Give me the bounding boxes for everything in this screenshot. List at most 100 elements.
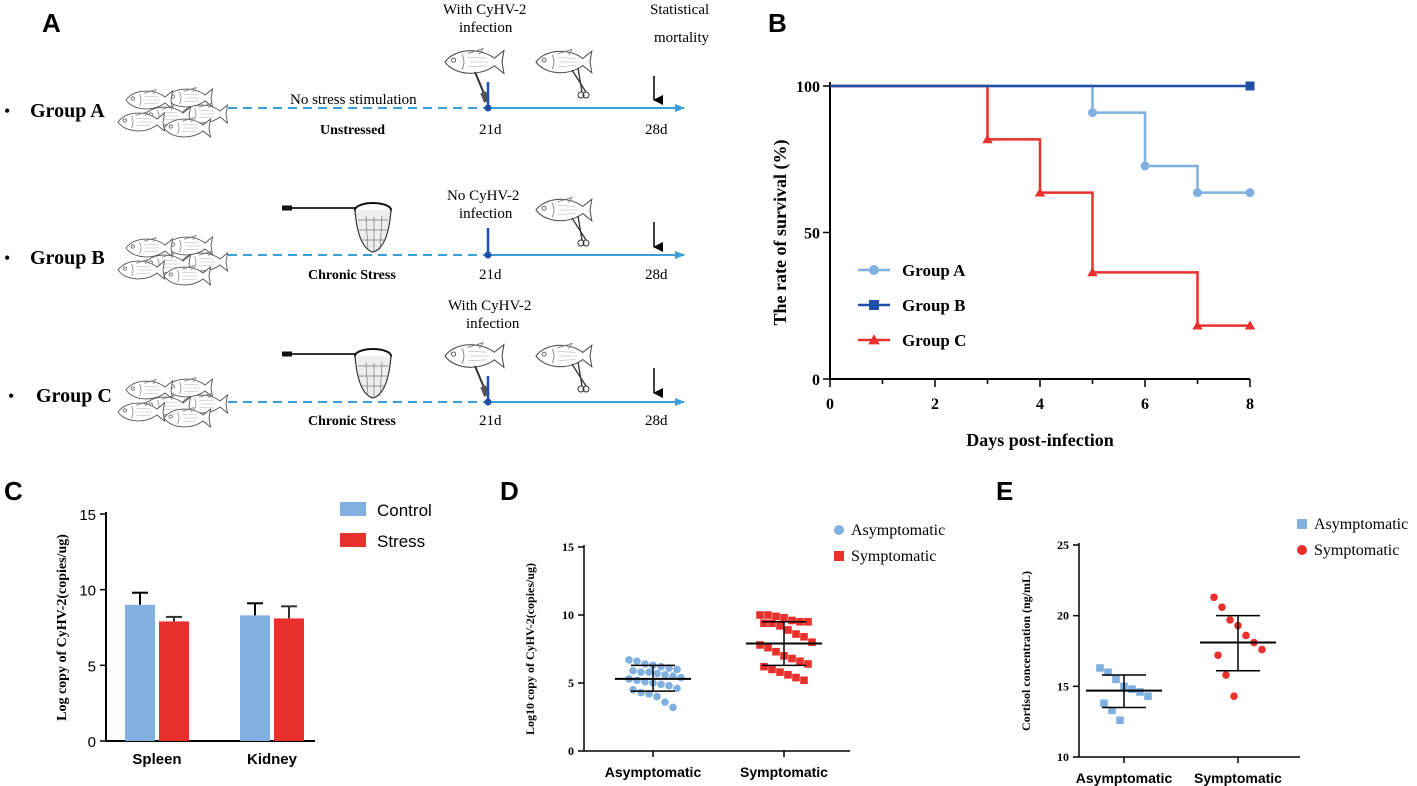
data-point: [661, 698, 669, 706]
data-point: [629, 666, 637, 675]
legend-label: Group C: [902, 331, 966, 350]
dissection-fish-icon: [536, 49, 592, 98]
data-point: [633, 676, 641, 685]
data-point: [1226, 616, 1234, 624]
legend-swatch: [340, 502, 366, 516]
y-axis-label: The rate of survival (%): [770, 140, 791, 326]
data-point: [673, 684, 681, 693]
y-axis-label: Cortisol concentration (ng/mL): [1019, 571, 1033, 731]
data-point: [788, 616, 796, 625]
x-category-label: Spleen: [132, 751, 181, 768]
data-point: [637, 668, 645, 676]
y-axis-label: Log copy of CyHV-2(copies/ug): [55, 534, 70, 721]
data-point: [665, 664, 673, 672]
data-point: [1244, 320, 1256, 330]
legend-swatch: [340, 533, 366, 547]
group-a-day-end: 28d: [645, 122, 668, 138]
legend-label: Symptomatic: [1314, 542, 1399, 559]
legend-label: Group A: [902, 261, 966, 280]
legend-label: Asymptomatic: [1314, 516, 1408, 533]
y-tick-label: 0: [88, 734, 96, 751]
data-point: [1218, 603, 1226, 611]
data-point: [1144, 692, 1152, 701]
data-point: [772, 612, 780, 621]
legend-label: Asymptomatic: [851, 522, 945, 539]
y-tick-label: 20: [1057, 609, 1069, 623]
group-c-infection-text-line2: infection: [466, 316, 520, 332]
data-point: [1222, 671, 1230, 679]
panel-a-letter: A: [42, 8, 61, 38]
data-point: [653, 692, 661, 701]
data-point: [1116, 716, 1124, 725]
data-point: [677, 673, 685, 682]
data-point: [792, 673, 800, 682]
data-point: [1112, 675, 1120, 684]
data-point: [661, 671, 669, 679]
data-point: [764, 611, 772, 619]
data-point: [1136, 688, 1144, 696]
x-tick-label: 0: [826, 396, 834, 413]
data-point: [768, 619, 776, 627]
data-point: [800, 676, 808, 685]
data-point: [625, 656, 633, 664]
data-point: [792, 630, 800, 638]
data-point: [645, 668, 653, 676]
fish-school-icon: [118, 88, 228, 138]
x-tick-label: 4: [1036, 396, 1044, 413]
data-point: [669, 703, 677, 712]
panel-e-letter: E: [996, 476, 1013, 506]
panel-d-scatter-chart: D 0 5 10 15 Log10 copy of CyHV-2(copies/ug) A…: [500, 476, 945, 780]
data-point: [982, 134, 993, 144]
data-point: [780, 613, 788, 622]
series-line-group-c: [830, 84, 1250, 327]
group-c-phase-label: Chronic Stress: [308, 414, 396, 429]
legend-label: Control: [377, 501, 432, 520]
group-c-row: • Group C Chronic Stress With CyHV-2 inf…: [8, 298, 685, 429]
y-tick-label: 10: [79, 583, 96, 600]
data-point: [784, 671, 792, 679]
y-tick-label: 15: [562, 540, 574, 554]
data-point: [796, 657, 804, 666]
panel-b-survival-chart: B 0 2 4 6 8 0 50 100 Days post-infection The rate…: [768, 8, 1256, 450]
y-tick-label: 100: [796, 79, 820, 96]
group-a-end-text-line1: Statistical: [650, 2, 709, 18]
panel-c-bar-chart: C 0 5 10 15 Log copy of CyHV-2(copies/ug) Spl…: [4, 476, 432, 768]
panel-e-scatter-chart: E 10 15 20 25 Cortisol concentration (ng/mL)…: [996, 476, 1408, 786]
dissection-fish-icon: [536, 197, 592, 246]
group-c-infection-text-line1: With CyHV-2: [448, 298, 531, 314]
y-tick-label: 25: [1057, 538, 1069, 552]
data-point: [1245, 188, 1255, 198]
panel-c-letter: C: [4, 476, 23, 506]
group-c-day21-dot: [484, 398, 492, 406]
data-point: [1100, 699, 1108, 708]
dissection-fish-icon: [536, 343, 592, 392]
group-a-phase-label: Unstressed: [320, 123, 385, 138]
group-b-day-end: 28d: [645, 267, 668, 283]
x-category-label: Asymptomatic: [1076, 770, 1173, 786]
data-point: [808, 638, 816, 646]
data-point: [1192, 320, 1203, 330]
data-point: [776, 668, 784, 676]
fish-school-icon: [118, 236, 228, 286]
x-category-label: Asymptomatic: [605, 764, 702, 780]
data-point: [633, 657, 641, 666]
bar-stress-spleen: [159, 621, 189, 741]
data-point: [784, 626, 792, 634]
data-point: [804, 660, 812, 668]
data-point: [804, 618, 812, 626]
legend-label: Stress: [377, 532, 425, 551]
data-point: [645, 690, 653, 698]
data-point: [629, 686, 637, 694]
group-b-infection-text-line2: infection: [459, 206, 513, 222]
fishing-net-icon: [281, 348, 392, 399]
bar-control-spleen: [125, 604, 155, 741]
x-tick-label: 6: [1141, 396, 1149, 413]
data-point: [1108, 706, 1116, 715]
y-tick-label: 5: [88, 658, 96, 675]
legend-marker: [869, 265, 879, 275]
group-c-day-end: 28d: [645, 413, 668, 429]
legend-marker: [1297, 519, 1307, 529]
data-point: [756, 641, 764, 649]
group-b-phase-label: Chronic Stress: [308, 268, 396, 283]
